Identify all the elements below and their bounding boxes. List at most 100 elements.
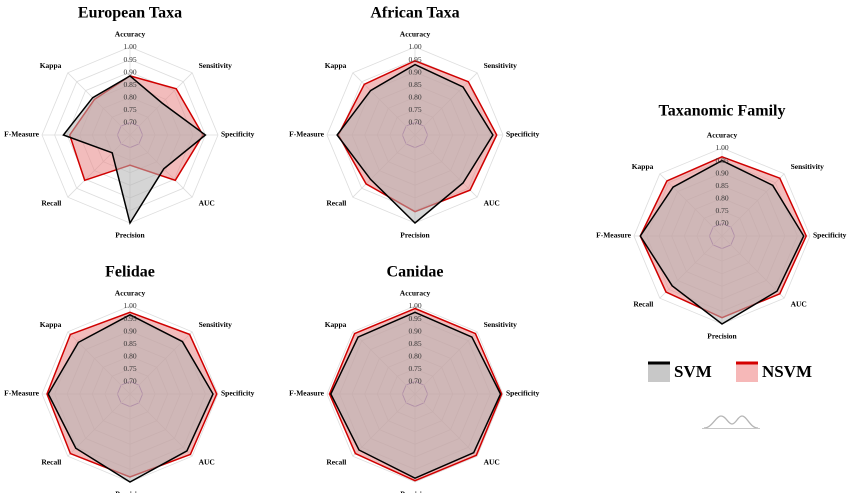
axis-label-auc: AUC [791, 299, 807, 308]
legend-label: NSVM [762, 362, 812, 381]
axis-labels: Accuracy Sensitivity Specificity AUC Precisi… [289, 289, 539, 493]
chart-title: Taxanomic Family [659, 103, 786, 120]
axis-label-accuracy: Accuracy [115, 289, 146, 298]
tick-labels: 1.00 0.95 0.90 0.85 0.80 0.75 0.70 [123, 42, 136, 126]
tick-label: 0.90 [123, 326, 136, 335]
tick-label: 0.95 [408, 55, 421, 64]
axis-label-sensitivity: Sensitivity [484, 320, 518, 329]
radar-chart-taxanomic-family: Taxanomic Family 1.00 0.95 0.90 0.85 0.80 0.75… [596, 103, 846, 341]
axis-label-precision: Precision [400, 490, 430, 493]
series-svm-area [639, 159, 805, 325]
axis-label-f-measure: F-Measure [289, 130, 325, 139]
series-svm-area [336, 63, 494, 225]
axis-label-recall: Recall [41, 198, 61, 207]
legend-swatch [648, 362, 670, 382]
tick-label: 0.70 [123, 118, 136, 127]
axis-labels: Accuracy Sensitivity Specificity AUC Precisi… [4, 30, 254, 240]
axis-label-f-measure: F-Measure [596, 231, 632, 240]
tick-label: 0.75 [123, 364, 136, 373]
tick-label: 0.80 [123, 93, 136, 102]
tick-label: 0.85 [123, 339, 136, 348]
axis-label-sensitivity: Sensitivity [199, 61, 233, 70]
tick-label: 0.70 [408, 118, 421, 127]
tick-labels: 1.00 0.95 0.90 0.85 0.80 0.75 0.70 [123, 301, 136, 385]
tick-label: 0.85 [408, 339, 421, 348]
axis-label-precision: Precision [115, 231, 145, 240]
axis-label-specificity: Specificity [221, 130, 255, 139]
axis-label-sensitivity: Sensitivity [791, 162, 825, 171]
tick-label: 1.00 [408, 42, 421, 51]
axis-label-kappa: Kappa [40, 61, 62, 70]
axis-label-precision: Precision [115, 490, 145, 493]
chart-title: Felidae [105, 264, 155, 281]
legend: SVM NSVM [648, 361, 812, 382]
tick-label: 0.90 [123, 67, 136, 76]
tick-label: 0.75 [123, 105, 136, 114]
legend-label: SVM [674, 362, 712, 381]
axis-label-sensitivity: Sensitivity [199, 320, 233, 329]
axis-label-accuracy: Accuracy [400, 30, 431, 39]
radar-chart-felidae: Felidae1.000.950.900.850.800.750.70Accur… [4, 264, 254, 493]
legend-item-svm: SVM [648, 361, 712, 382]
tick-labels: 1.00 0.95 0.90 0.85 0.80 0.75 0.70 [408, 42, 421, 126]
radar-charts: European Taxa 1.00 0.95 0.90 0.85 0.80 0.75 0.7… [4, 5, 846, 493]
axis-label-kappa: Kappa [325, 61, 347, 70]
tick-label: 0.90 [408, 326, 421, 335]
tick-label: 1.00 [408, 301, 421, 310]
legend-item-nsvm: NSVM [736, 361, 812, 382]
axis-label-specificity: Specificity [506, 389, 540, 398]
tick-label: 0.95 [123, 55, 136, 64]
chart-title: Canidae [387, 264, 444, 281]
axis-label-specificity: Specificity [506, 130, 540, 139]
radar-chart-canidae: Canidae1.000.950.900.850.800.750.70Accur… [289, 264, 539, 493]
axis-labels: Accuracy Sensitivity Specificity AUC Precisi… [289, 30, 539, 240]
axis-label-precision: Precision [707, 332, 737, 341]
axis-label-f-measure: F-Measure [4, 389, 40, 398]
axis-label-f-measure: F-Measure [289, 389, 325, 398]
axis-label-sensitivity: Sensitivity [484, 61, 518, 70]
tick-label: 1.00 [123, 301, 136, 310]
tick-label: 0.80 [408, 93, 421, 102]
axis-label-auc: AUC [484, 457, 500, 466]
axis-label-recall: Recall [326, 457, 346, 466]
tick-label: 0.75 [715, 206, 728, 215]
tick-label: 1.00 [123, 42, 136, 51]
axis-label-f-measure: F-Measure [4, 130, 40, 139]
tick-label: 0.80 [408, 352, 421, 361]
axis-label-auc: AUC [199, 457, 215, 466]
tick-labels: 1.00 0.95 0.90 0.85 0.80 0.75 0.70 [408, 301, 421, 385]
axis-labels: Accuracy Sensitivity Specificity AUC Precisi… [596, 131, 846, 341]
tick-label: 0.95 [123, 314, 136, 323]
series-svm-area [62, 74, 207, 225]
radar-chart-european-taxa: European Taxa 1.00 0.95 0.90 0.85 0.80 0.75 0.7… [4, 5, 254, 240]
tick-label: 0.70 [123, 377, 136, 386]
axis-label-auc: AUC [199, 198, 215, 207]
axis-label-specificity: Specificity [813, 231, 847, 240]
tick-label: 1.00 [715, 143, 728, 152]
axis-label-accuracy: Accuracy [400, 289, 431, 298]
axis-label-accuracy: Accuracy [707, 131, 738, 140]
tick-label: 0.95 [408, 314, 421, 323]
chart-title: African Taxa [370, 5, 459, 22]
axis-label-precision: Precision [400, 231, 430, 240]
tick-label: 0.85 [715, 181, 728, 190]
tick-label: 0.90 [715, 168, 728, 177]
tick-labels: 1.00 0.95 0.90 0.85 0.80 0.75 0.70 [715, 143, 728, 227]
tick-label: 0.95 [715, 156, 728, 165]
tick-label: 0.75 [408, 364, 421, 373]
axis-label-specificity: Specificity [221, 389, 255, 398]
chart-title: European Taxa [78, 5, 182, 22]
axis-label-kappa: Kappa [325, 320, 347, 329]
axis-label-auc: AUC [484, 198, 500, 207]
curve-icon-path [703, 415, 759, 429]
legend-swatch [736, 362, 758, 382]
axis-labels: Accuracy Sensitivity Specificity AUC Precisi… [4, 289, 254, 493]
axis-label-recall: Recall [41, 457, 61, 466]
axis-label-kappa: Kappa [40, 320, 62, 329]
tick-label: 0.90 [408, 67, 421, 76]
tick-label: 0.70 [715, 219, 728, 228]
tick-label: 0.80 [715, 194, 728, 203]
tick-label: 0.70 [408, 377, 421, 386]
tick-label: 0.80 [123, 352, 136, 361]
